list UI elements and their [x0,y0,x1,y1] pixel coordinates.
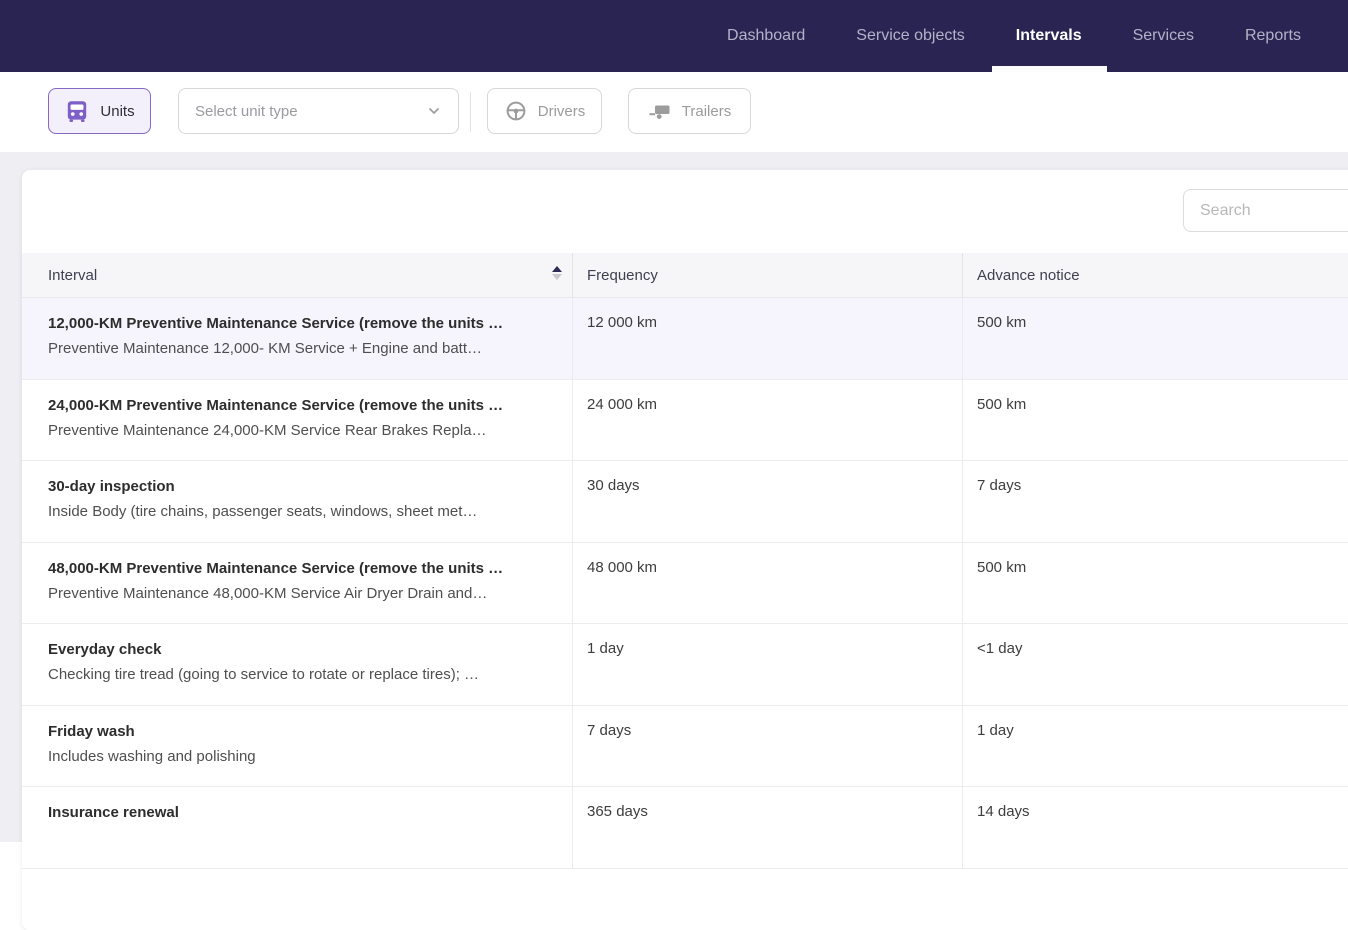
column-header-frequency[interactable]: Frequency [572,253,962,297]
drivers-button-label: Drivers [537,102,586,120]
sort-asc-arrow [552,266,562,272]
interval-cell: 24,000-KM Preventive Maintenance Service… [22,380,572,461]
table-header: Interval Frequency Advance notice [22,253,1348,298]
column-header-interval[interactable]: Interval [22,253,572,297]
interval-cell: Friday wash Includes washing and polishin… [22,706,572,787]
interval-title: 24,000-KM Preventive Maintenance Service… [48,396,504,414]
table-row[interactable]: 12,000-KM Preventive Maintenance Service… [22,298,1348,380]
unit-type-select[interactable]: Select unit type [178,88,459,134]
chevron-down-icon [428,107,440,115]
table-row[interactable]: 24,000-KM Preventive Maintenance Service… [22,379,1348,461]
frequency-cell: 24 000 km [572,379,962,460]
page-background: Interval Frequency Advance notice 12,000… [0,152,1348,930]
column-header-advance-notice[interactable]: Advance notice [962,253,1348,297]
nav-tab-service-objects[interactable]: Service objects [856,0,965,72]
advance-notice-cell: 500 km [962,542,1348,623]
interval-cell: 30-day inspection Inside Body (tire chain… [22,461,572,542]
interval-cell: Everyday check Checking tire tread (going… [22,624,572,705]
nav-tab-intervals[interactable]: Intervals [991,0,1107,72]
interval-description: Preventive Maintenance 12,000- KM Servic… [48,340,483,357]
interval-title: 30-day inspection [48,478,175,495]
intervals-card: Interval Frequency Advance notice 12,000… [22,170,1348,930]
frequency-cell: 7 days [572,705,962,786]
trailer-icon [648,99,672,123]
nav-tab-services[interactable]: Services [1133,0,1194,72]
interval-title: Everyday check [48,641,162,658]
steering-wheel-icon [504,99,528,123]
nav-tab-label: Dashboard [727,27,806,44]
advance-notice-cell: 500 km [962,298,1348,379]
nav-tab-dashboard[interactable]: Dashboard [727,0,805,72]
table-row[interactable]: 48,000-KM Preventive Maintenance Service… [22,542,1348,624]
drivers-button[interactable]: Drivers [487,88,602,134]
table-body: 12,000-KM Preventive Maintenance Service… [22,298,1348,869]
table-row[interactable]: Friday wash Includes washing and polishin… [22,705,1348,787]
nav-tab-label: Service objects [856,27,965,44]
interval-description: Preventive Maintenance 24,000-KM Service… [48,421,487,439]
advance-notice-cell: 500 km [962,379,1348,460]
frequency-cell: 30 days [572,461,962,542]
interval-description: Inside Body (tire chains, passenger seat… [48,503,478,520]
interval-cell: Insurance renewal [22,787,572,868]
nav-tab-label: Services [1132,27,1194,44]
top-nav: Dashboard Service objects Intervals Service… [0,0,1348,72]
sort-icon[interactable] [552,266,562,280]
filter-toolbar: Units Select unit type Drivers [0,72,1348,152]
nav-tab-label: Intervals [1015,27,1082,44]
table-row[interactable]: 30-day inspection Inside Body (tire chain… [22,461,1348,543]
interval-description: Preventive Maintenance 48,000-KM Service… [48,584,488,602]
interval-description: Includes washing and polishing [48,747,256,765]
trailers-button-label: Trailers [681,102,732,120]
table-row[interactable]: Everyday check Checking tire tread (going… [22,624,1348,706]
frequency-cell: 365 days [572,787,962,868]
toolbar-divider [470,92,471,132]
advance-notice-cell: 7 days [962,461,1348,542]
advance-notice-cell: 14 days [962,787,1348,868]
nav-tab-label: Reports [1244,27,1301,44]
interval-title: Insurance renewal [48,804,179,821]
table-row[interactable]: Insurance renewal 365 days 14 days [22,787,1348,869]
column-header-interval-label: Interval [48,266,98,284]
frequency-cell: 48 000 km [572,542,962,623]
trailers-button[interactable]: Trailers [628,88,751,134]
interval-title: Friday wash [48,722,135,740]
interval-title: 48,000-KM Preventive Maintenance Service… [48,559,504,577]
column-header-advance-notice-label: Advance notice [977,266,1080,284]
sort-desc-arrow [552,274,562,280]
nav-tab-reports[interactable]: Reports [1245,0,1301,72]
unit-type-select-placeholder: Select unit type [195,102,298,120]
advance-notice-cell: <1 day [962,624,1348,705]
units-button-label: Units [100,102,135,120]
interval-description: Checking tire tread (going to service to… [48,666,480,683]
vehicle-icon [64,98,90,124]
interval-cell: 48,000-KM Preventive Maintenance Service… [22,543,572,624]
frequency-cell: 1 day [572,624,962,705]
frequency-cell: 12 000 km [572,298,962,379]
active-tab-indicator [991,66,1107,72]
advance-notice-cell: 1 day [962,705,1348,786]
column-header-frequency-label: Frequency [587,266,658,284]
search-input[interactable] [1183,189,1348,232]
interval-cell: 12,000-KM Preventive Maintenance Service… [22,298,572,379]
units-button[interactable]: Units [48,88,151,134]
interval-title: 12,000-KM Preventive Maintenance Service… [48,315,504,332]
